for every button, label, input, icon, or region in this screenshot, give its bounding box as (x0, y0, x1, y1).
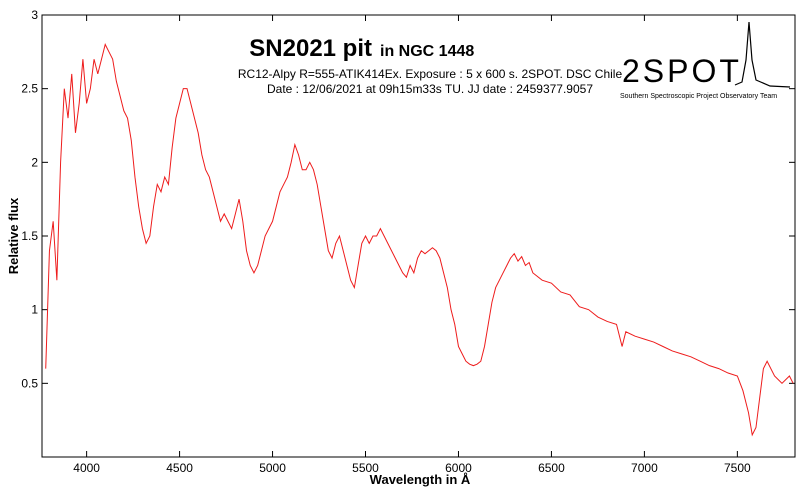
x-tick-label: 4500 (166, 461, 193, 475)
x-axis-label: Wavelength in Å (370, 472, 471, 487)
x-tick-label: 5500 (352, 461, 379, 475)
x-tick-label: 7000 (631, 461, 658, 475)
x-tick-label: 6500 (538, 461, 565, 475)
subtitle: Date : 12/06/2021 at 09h15m33s TU. JJ da… (267, 82, 593, 96)
y-axis-label: Relative flux (6, 197, 21, 274)
y-tick-label: 1.5 (21, 229, 38, 243)
logo-curve (734, 21, 791, 88)
y-tick-label: 1 (31, 303, 38, 317)
y-tick-label: 0.5 (21, 376, 38, 390)
chart-title: SN2021 pit (249, 35, 372, 62)
logo: 2SPOT (622, 53, 742, 89)
y-tick-label: 2.5 (21, 82, 38, 96)
x-tick-label: 4000 (73, 461, 100, 475)
x-tick-label: 7500 (724, 461, 751, 475)
chart-title-suffix: in NGC 1448 (380, 43, 474, 60)
spectrum-line (45, 43, 794, 437)
y-tick-label: 3 (31, 8, 38, 22)
logo-caption: Southern Spectroscopic Project Observato… (620, 93, 777, 100)
x-tick-label: 6000 (445, 461, 472, 475)
subtitle: RC12-Alpy R=555-ATIK414Ex. Exposure : 5 … (238, 67, 623, 81)
y-tick-label: 2 (31, 155, 38, 169)
x-tick-label: 5000 (259, 461, 286, 475)
